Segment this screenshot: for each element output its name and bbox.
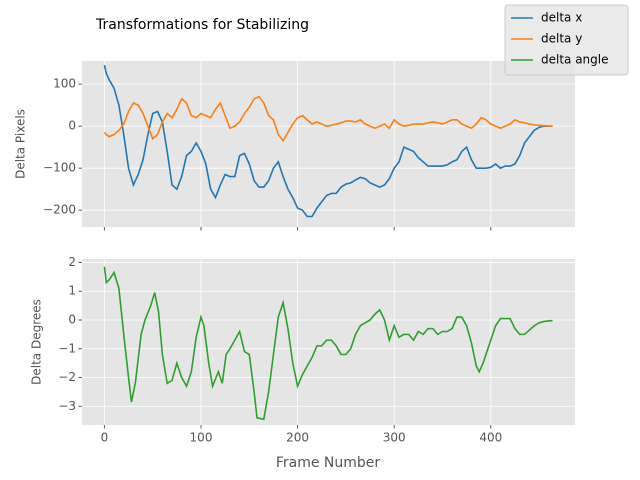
y-tick-label: −1 (58, 341, 76, 355)
y-tick-label: 2 (68, 255, 76, 269)
x-axis-label: Frame Number (276, 455, 381, 471)
data-line (103, 65, 553, 218)
legend-label: delta y (541, 32, 582, 46)
y-tick-label: −200 (43, 203, 76, 217)
x-tick-label: 100 (190, 431, 213, 445)
y-tick-label: −3 (58, 399, 76, 413)
y-tick-label: 0 (68, 312, 76, 326)
data-line (103, 95, 553, 143)
y-axis-label: Delta Degrees (30, 299, 44, 385)
y-tick-label: 100 (53, 77, 76, 91)
y-tick-label: −2 (58, 370, 76, 384)
data-line (103, 266, 553, 421)
x-tick-label: 300 (383, 431, 406, 445)
y-tick-label: 0 (68, 119, 76, 133)
x-tick-label: 200 (286, 431, 309, 445)
legend-label: delta angle (541, 53, 609, 67)
y-axis-label: Delta Pixels (14, 109, 28, 179)
x-tick-label: 400 (479, 431, 502, 445)
y-tick-label: −100 (43, 161, 76, 175)
plot-area (82, 259, 575, 425)
legend-label: delta x (541, 11, 582, 25)
x-tick-label: 0 (101, 431, 109, 445)
plot-area (82, 61, 575, 227)
y-tick-label: 1 (68, 284, 76, 298)
legend (504, 4, 629, 76)
chart-title: Transformations for Stabilizing (95, 17, 309, 33)
